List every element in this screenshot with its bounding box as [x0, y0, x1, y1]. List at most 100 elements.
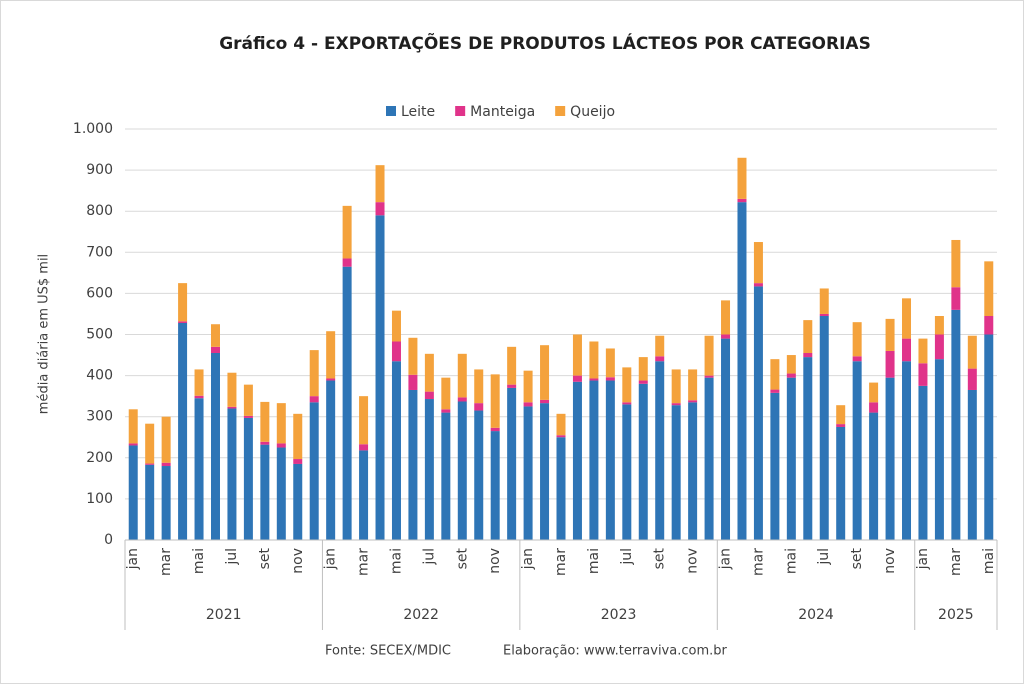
bar-segment [309, 396, 319, 403]
bar-segment [556, 437, 566, 540]
bar-segment [194, 398, 204, 540]
bar-segment [589, 341, 599, 379]
x-tick-label: set [257, 547, 273, 569]
year-label: 2023 [601, 607, 637, 623]
bar-segment [441, 412, 451, 540]
bar-segment [523, 370, 533, 403]
bar-segment [408, 337, 418, 375]
bar-segment [951, 287, 961, 310]
y-tick-label: 800 [86, 203, 113, 219]
bar-segment [770, 392, 780, 540]
bar-segment [210, 352, 220, 540]
bar-segment [688, 369, 698, 401]
bar-segment [145, 423, 155, 464]
bar-segment [852, 322, 862, 357]
bar-segment [441, 409, 451, 413]
bar-segment [786, 373, 796, 378]
bar-segment [770, 389, 780, 393]
x-tick-label: nov [685, 548, 701, 574]
bar-segment [836, 405, 846, 425]
x-tick-label: jan [125, 548, 141, 570]
bar-segment [688, 402, 698, 540]
legend-label: Manteiga [470, 104, 535, 120]
bar-segment [918, 385, 928, 540]
bar-segment [161, 462, 171, 467]
bar-segment [902, 361, 912, 540]
bar-segment [523, 402, 533, 407]
bar-segment [507, 387, 517, 540]
y-tick-label: 500 [86, 327, 113, 343]
bar-segment [934, 359, 944, 540]
bar-segment [902, 298, 912, 339]
bar-segment [836, 424, 846, 427]
credit: Elaboração: www.terraviva.com.br [503, 644, 727, 659]
bar-segment [145, 463, 155, 465]
bar-segment [490, 431, 500, 540]
bar-segment [704, 335, 714, 376]
y-tick-label: 600 [86, 285, 113, 301]
bar-segment [178, 321, 188, 323]
bar-segment [309, 350, 319, 397]
bar-segment [243, 384, 253, 416]
bar-segment [441, 377, 451, 410]
bar-segment [655, 356, 665, 362]
bar-segment [326, 331, 336, 379]
bar-segment [293, 463, 303, 540]
bar-segment [474, 410, 484, 540]
bar-segment [984, 334, 994, 540]
bar-segment [391, 310, 401, 342]
chart-title: Gráfico 4 - EXPORTAÇÕES DE PRODUTOS LÁCT… [219, 31, 871, 54]
bar-segment [507, 346, 517, 385]
x-tick-label: mai [388, 548, 404, 574]
bar-segment [523, 406, 533, 540]
bar-segment [951, 239, 961, 288]
bar-segment [194, 369, 204, 396]
bar-segment [408, 374, 418, 390]
bar-segment [704, 375, 714, 378]
x-tick-label: jul [421, 548, 437, 566]
bar-segment [803, 320, 813, 353]
bar-segment [671, 369, 681, 404]
y-tick-label: 700 [86, 244, 113, 260]
bar-segment [638, 380, 648, 384]
bar-segment [671, 405, 681, 540]
bar-segment [819, 313, 829, 317]
bar-segment [342, 205, 352, 259]
bar-segment [128, 409, 138, 444]
bar-segment [342, 258, 352, 267]
x-tick-label: mar [553, 548, 569, 576]
bar-segment [342, 266, 352, 540]
bar-segment [391, 361, 401, 540]
x-tick-label: nov [487, 548, 503, 574]
bar-segment [408, 389, 418, 540]
bar-segment [359, 450, 369, 540]
bar-segment [819, 288, 829, 314]
bar-segment [457, 397, 467, 402]
bar-segment [638, 383, 648, 540]
x-tick-label: set [652, 547, 668, 569]
bar-segment [753, 286, 763, 540]
x-tick-label: mai [191, 548, 207, 574]
bar-segment [359, 444, 369, 451]
bar-segment [161, 416, 171, 463]
year-label: 2022 [403, 607, 439, 623]
bar-segment [803, 357, 813, 540]
x-tick-label: set [849, 547, 865, 569]
bar-segment [424, 353, 434, 392]
bar-segment [770, 359, 780, 390]
bar-segment [622, 402, 632, 405]
bar-segment [786, 355, 796, 374]
year-label: 2021 [206, 607, 242, 623]
bar-segment [276, 403, 286, 444]
bar-segment [375, 215, 385, 540]
x-tick-label: jan [718, 548, 734, 570]
bar-segment [984, 316, 994, 335]
bar-segment [721, 338, 731, 540]
bar-segment [605, 380, 615, 540]
legend-label: Queijo [570, 104, 615, 120]
bar-segment [688, 400, 698, 403]
bar-segment [655, 361, 665, 540]
bar-segment [210, 346, 220, 353]
bar-segment [572, 381, 582, 540]
